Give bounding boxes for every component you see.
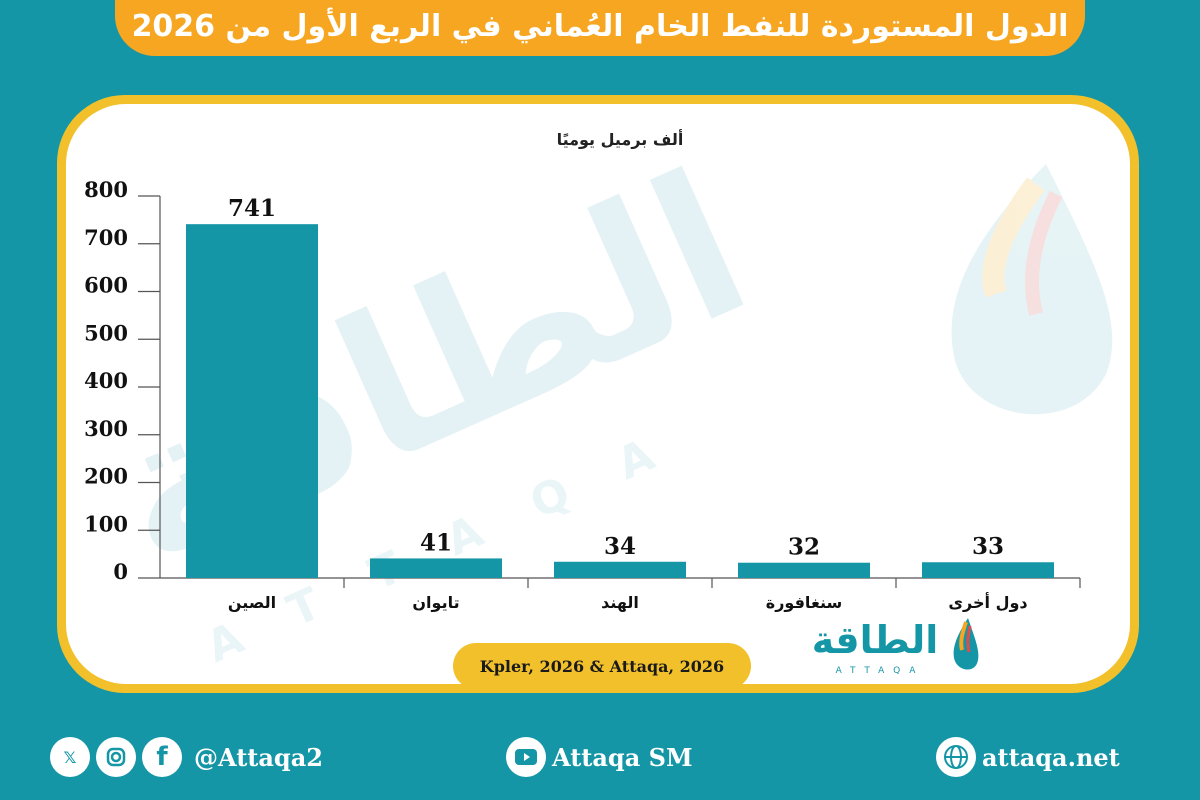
x-category-label: دول أخرى [948, 592, 1027, 612]
title-banner: الدول المستوردة للنفط الخام العُماني في … [115, 0, 1085, 56]
y-tick-label: 200 [84, 464, 128, 489]
y-tick-label: 0 [113, 559, 128, 584]
website-link[interactable]: attaqa.net [982, 742, 1120, 772]
x-icon[interactable]: 𝕏 [50, 737, 90, 777]
chart-title: الدول المستوردة للنفط الخام العُماني في … [131, 9, 1069, 44]
source-label: Kpler, 2026 & Attaqa, 2026 [453, 643, 751, 689]
logo-arabic-text: الطاقة [811, 618, 939, 662]
bar [922, 562, 1054, 578]
x-category-label: الهند [601, 593, 639, 612]
logo-latin-text: ATTAQA [835, 666, 925, 676]
youtube-channel[interactable]: Attaqa SM [552, 742, 693, 772]
globe-icon[interactable] [936, 737, 976, 777]
youtube-icon[interactable] [506, 737, 546, 777]
bar-value-label: 32 [788, 534, 820, 561]
y-tick-label: 400 [84, 368, 128, 393]
bar-value-label: 34 [604, 533, 636, 560]
x-category-label: الصين [228, 593, 276, 612]
bar [186, 224, 318, 579]
social-handle[interactable]: @Attaqa2 [194, 742, 323, 772]
facebook-icon[interactable]: f [142, 737, 182, 777]
bar [738, 562, 870, 578]
y-tick-label: 500 [84, 320, 128, 345]
bar-value-label: 41 [420, 529, 452, 556]
logo-drop-icon [953, 618, 979, 670]
bar-value-label: 741 [228, 195, 276, 222]
x-category-label: سنغافورة [766, 593, 842, 612]
y-tick-label: 800 [84, 177, 128, 202]
social-footer: 𝕏 f @Attaqa2 [50, 735, 323, 779]
bar [554, 561, 686, 578]
y-tick-label: 300 [84, 416, 128, 441]
youtube-footer: Attaqa SM [506, 735, 693, 779]
y-tick-label: 100 [84, 511, 128, 536]
x-category-label: تايوان [412, 593, 459, 612]
website-footer: attaqa.net [936, 735, 1120, 779]
watermark-drop-icon [951, 164, 1113, 415]
bar-value-label: 33 [972, 533, 1004, 560]
instagram-icon[interactable] [96, 737, 136, 777]
y-tick-label: 700 [84, 225, 128, 250]
bar [370, 558, 502, 578]
y-tick-label: 600 [84, 273, 128, 298]
attaqa-logo: الطاقة ATTAQA [800, 616, 985, 686]
unit-label: ألف برميل يوميًا [556, 130, 684, 149]
